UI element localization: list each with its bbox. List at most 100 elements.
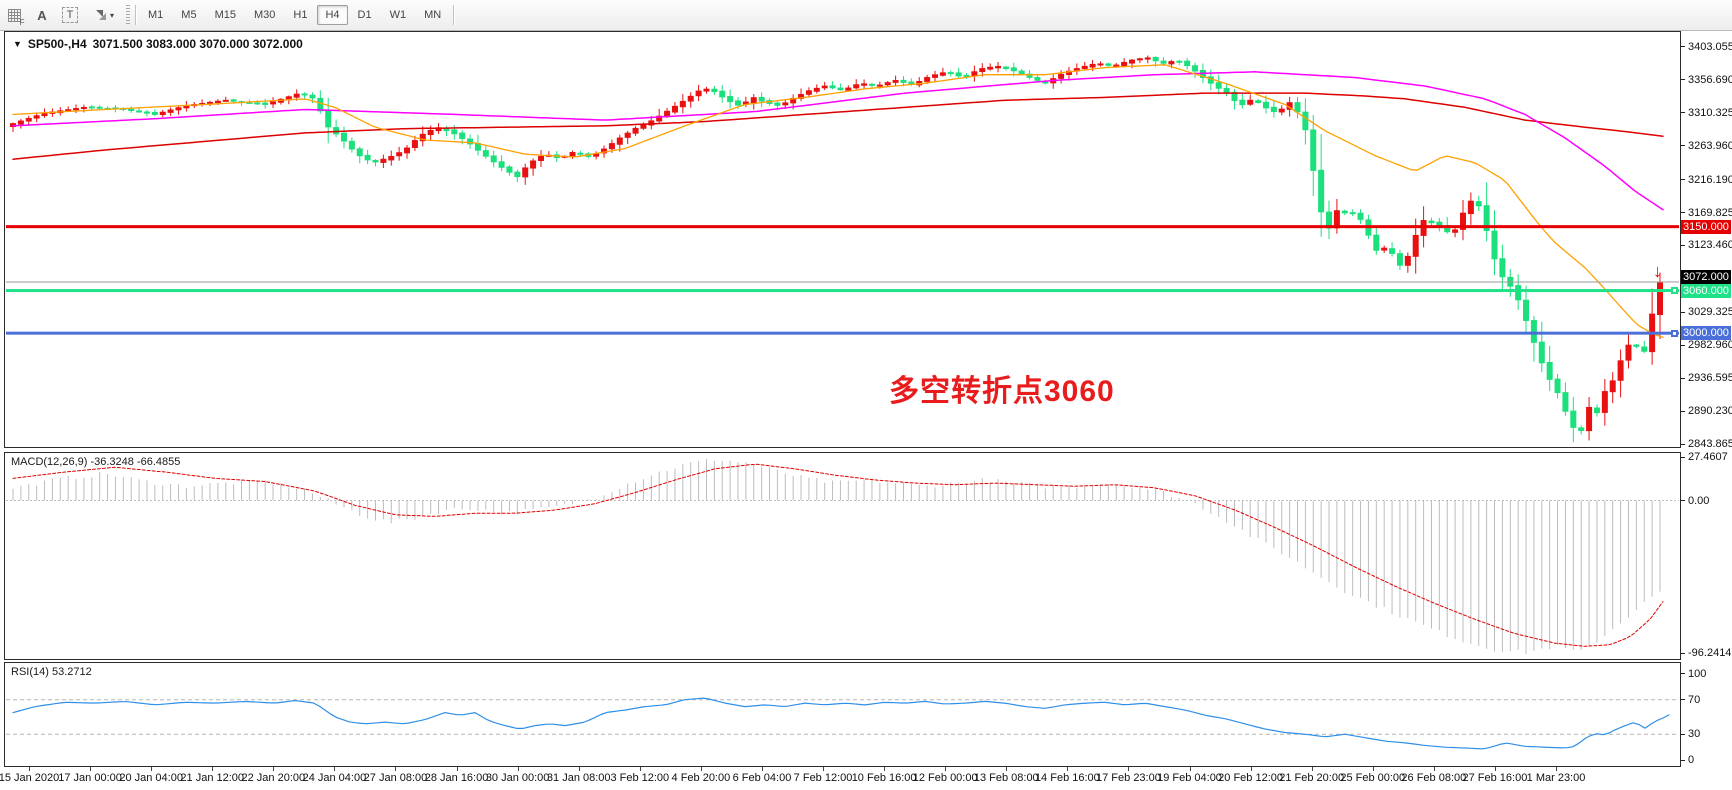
ma-orange-line bbox=[12, 64, 1664, 339]
time-tick bbox=[1433, 767, 1435, 771]
toolbar: F A T ▾ M1 M5 M15 M30 H1 H4 D1 W1 MN bbox=[0, 0, 1732, 31]
time-tick bbox=[273, 767, 275, 771]
time-label: 3 Feb 12:00 bbox=[610, 772, 670, 784]
time-label: 19 Feb 04:00 bbox=[1157, 772, 1222, 784]
rsi-label: RSI(14) 53.2712 bbox=[11, 666, 92, 678]
time-axis[interactable]: 15 Jan 2020 17 Jan 00:00 20 Jan 04:00 21 Ja… bbox=[0, 767, 1681, 790]
time-label: 20 Feb 12:00 bbox=[1218, 772, 1284, 784]
time-label: 20 Jan 04:00 bbox=[119, 772, 183, 784]
time-label: 17 Feb 23:00 bbox=[1096, 772, 1161, 784]
macd-panel[interactable]: MACD(12,26,9) -36.3248 -66.4855 bbox=[4, 452, 1681, 660]
axis-tick-label: 2982.960 bbox=[1681, 338, 1732, 352]
indicators-grid-icon[interactable]: F bbox=[1, 3, 27, 27]
main-chart-canvas[interactable] bbox=[5, 32, 1680, 447]
time-tick bbox=[823, 767, 825, 771]
axis-tick-label: 3263.960 bbox=[1681, 139, 1732, 153]
timeframe-button-w1[interactable]: W1 bbox=[389, 9, 407, 21]
time-label: 25 Feb 00:00 bbox=[1340, 772, 1406, 784]
time-label: 21 Jan 12:00 bbox=[180, 772, 245, 784]
axis-tick-label: 70 bbox=[1681, 693, 1700, 707]
price-axis[interactable]: 3403.055 3356.690 3310.325 3263.960 3216.190… bbox=[1681, 31, 1732, 451]
timeframe-button-h1[interactable]: H1 bbox=[293, 9, 308, 21]
axis-tick-label: 3310.325 bbox=[1681, 106, 1732, 120]
time-tick bbox=[212, 767, 214, 771]
title-dropdown-icon[interactable]: ▼ bbox=[13, 39, 22, 49]
time-tick bbox=[334, 767, 336, 771]
time-tick bbox=[1311, 767, 1313, 771]
axis-tick-label: 3123.460 bbox=[1681, 238, 1732, 252]
main-chart-panel[interactable]: ▼ SP500-,H4 3071.500 3083.000 3070.000 3… bbox=[4, 31, 1681, 448]
price-line-3150.000[interactable] bbox=[6, 225, 1679, 229]
toolbar-separator bbox=[135, 5, 136, 25]
time-tick bbox=[395, 767, 397, 771]
time-label: 10 Feb 16:00 bbox=[851, 772, 917, 784]
time-tick bbox=[945, 767, 947, 771]
axis-tick-label: 0 bbox=[1681, 753, 1694, 767]
axis-tick-label: -96.2414 bbox=[1681, 646, 1731, 660]
time-label: 6 Feb 04:00 bbox=[732, 772, 792, 784]
axis-tick-label: 27.4607 bbox=[1681, 450, 1728, 464]
time-tick bbox=[578, 767, 580, 771]
time-label: 30 Jan 00:00 bbox=[485, 772, 550, 784]
time-tick bbox=[151, 767, 153, 771]
time-tick bbox=[1128, 767, 1130, 771]
price-line-3000.000[interactable] bbox=[6, 331, 1679, 335]
price-line-badge-3060.000: 3060.000 bbox=[1681, 283, 1731, 298]
axis-tick-label: 3356.690 bbox=[1681, 73, 1732, 87]
timeframe-button-mn[interactable]: MN bbox=[424, 9, 442, 21]
time-tick bbox=[1189, 767, 1191, 771]
timeframe-button-d1[interactable]: D1 bbox=[357, 9, 372, 21]
axis-tick-label: 100 bbox=[1681, 667, 1706, 681]
price-line-badge-3150.000: 3150.000 bbox=[1681, 219, 1731, 234]
ma-red-line bbox=[12, 92, 1664, 160]
rsi-canvas[interactable] bbox=[5, 663, 1680, 766]
macd-signal-line bbox=[12, 463, 1664, 647]
time-tick bbox=[700, 767, 702, 771]
toolbar-separator-2 bbox=[453, 5, 455, 25]
line-handle-3000.000[interactable] bbox=[1671, 329, 1678, 337]
macd-canvas[interactable] bbox=[5, 453, 1680, 659]
sell-arrow-marker[interactable]: ↓ bbox=[1653, 261, 1662, 281]
timeframe-button-m1[interactable]: M1 bbox=[148, 9, 164, 21]
macd-axis[interactable]: 27.4607 0.00 -96.2414 bbox=[1681, 450, 1732, 660]
time-tick bbox=[456, 767, 458, 771]
annotation-text[interactable]: 多空转折点3060 bbox=[889, 375, 1115, 408]
timeframe-button-m15[interactable]: M15 bbox=[214, 9, 236, 21]
time-tick bbox=[1556, 767, 1557, 771]
macd-histogram bbox=[12, 458, 1661, 655]
time-tick bbox=[761, 767, 763, 771]
candles-layer bbox=[10, 55, 1663, 443]
time-label: 14 Feb 16:00 bbox=[1034, 772, 1100, 784]
time-tick bbox=[517, 767, 519, 771]
axis-tick-label: 2890.230 bbox=[1681, 404, 1732, 418]
arrow-objects-icon[interactable]: ▾ bbox=[85, 3, 123, 27]
time-tick bbox=[90, 767, 92, 771]
time-label: 13 Feb 08:00 bbox=[973, 772, 1039, 784]
axis-tick-label: 2843.865 bbox=[1681, 437, 1732, 451]
rsi-panel[interactable]: RSI(14) 53.2712 bbox=[4, 662, 1681, 767]
time-tick bbox=[1372, 767, 1374, 771]
ohlc-values: 3071.500 3083.000 3070.000 3072.000 bbox=[92, 37, 303, 51]
rsi-axis[interactable]: 100 70 30 0 bbox=[1681, 662, 1732, 767]
timeframe-button-m5[interactable]: M5 bbox=[181, 9, 197, 21]
time-label: 27 Feb 16:00 bbox=[1462, 772, 1528, 784]
time-label: 4 Feb 20:00 bbox=[671, 772, 731, 784]
time-label: 28 Jan 16:00 bbox=[424, 772, 489, 784]
axis-tick-label: 30 bbox=[1681, 727, 1700, 741]
price-line-3060.000[interactable] bbox=[6, 289, 1679, 293]
line-handle-3060.000[interactable] bbox=[1671, 287, 1678, 295]
grid-glyph: F bbox=[7, 8, 25, 27]
arrows-glyph bbox=[95, 10, 106, 20]
time-tick bbox=[29, 767, 30, 771]
time-label: 7 Feb 12:00 bbox=[793, 772, 853, 784]
time-tick bbox=[884, 767, 886, 771]
text-label-icon[interactable]: A bbox=[37, 7, 47, 23]
timeframe-button-h4[interactable]: H4 bbox=[317, 5, 348, 25]
toolbar-gripper[interactable] bbox=[126, 5, 130, 25]
text-box-icon[interactable]: T bbox=[57, 3, 83, 27]
axis-tick-label: 3029.325 bbox=[1681, 305, 1732, 319]
timeframe-button-m30[interactable]: M30 bbox=[253, 9, 276, 21]
time-label: 31 Jan 08:00 bbox=[546, 772, 611, 784]
macd-label: MACD(12,26,9) -36.3248 -66.4855 bbox=[11, 456, 181, 468]
